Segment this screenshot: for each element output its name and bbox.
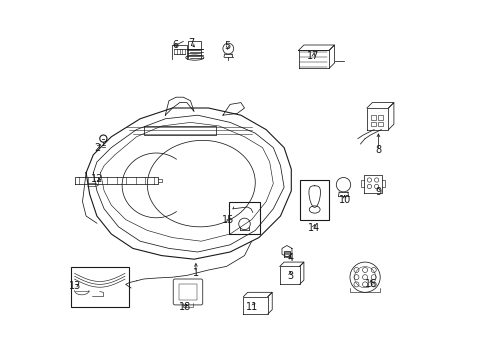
Text: 18: 18 — [179, 302, 191, 312]
Bar — [377, 115, 382, 120]
Text: 15: 15 — [222, 215, 234, 225]
Text: 12: 12 — [91, 174, 103, 184]
Text: 1: 1 — [192, 268, 199, 278]
Text: 10: 10 — [338, 195, 350, 205]
Text: 6: 6 — [172, 40, 178, 50]
Text: 7: 7 — [188, 38, 194, 48]
Text: 11: 11 — [246, 302, 258, 312]
Text: 5: 5 — [224, 41, 230, 51]
Text: 16: 16 — [365, 279, 377, 289]
Bar — [71, 267, 128, 307]
Text: 8: 8 — [375, 145, 381, 156]
Text: 9: 9 — [375, 186, 381, 197]
Text: 17: 17 — [307, 51, 319, 61]
Bar — [370, 115, 375, 120]
Text: 14: 14 — [307, 222, 319, 233]
Bar — [377, 122, 382, 126]
Text: 13: 13 — [69, 281, 81, 291]
Bar — [178, 284, 197, 300]
Bar — [370, 122, 375, 126]
Bar — [143, 126, 215, 135]
Text: 3: 3 — [286, 271, 293, 281]
Text: 4: 4 — [287, 253, 293, 264]
Text: 2: 2 — [94, 143, 100, 153]
Bar — [300, 180, 328, 220]
Bar — [229, 202, 260, 234]
